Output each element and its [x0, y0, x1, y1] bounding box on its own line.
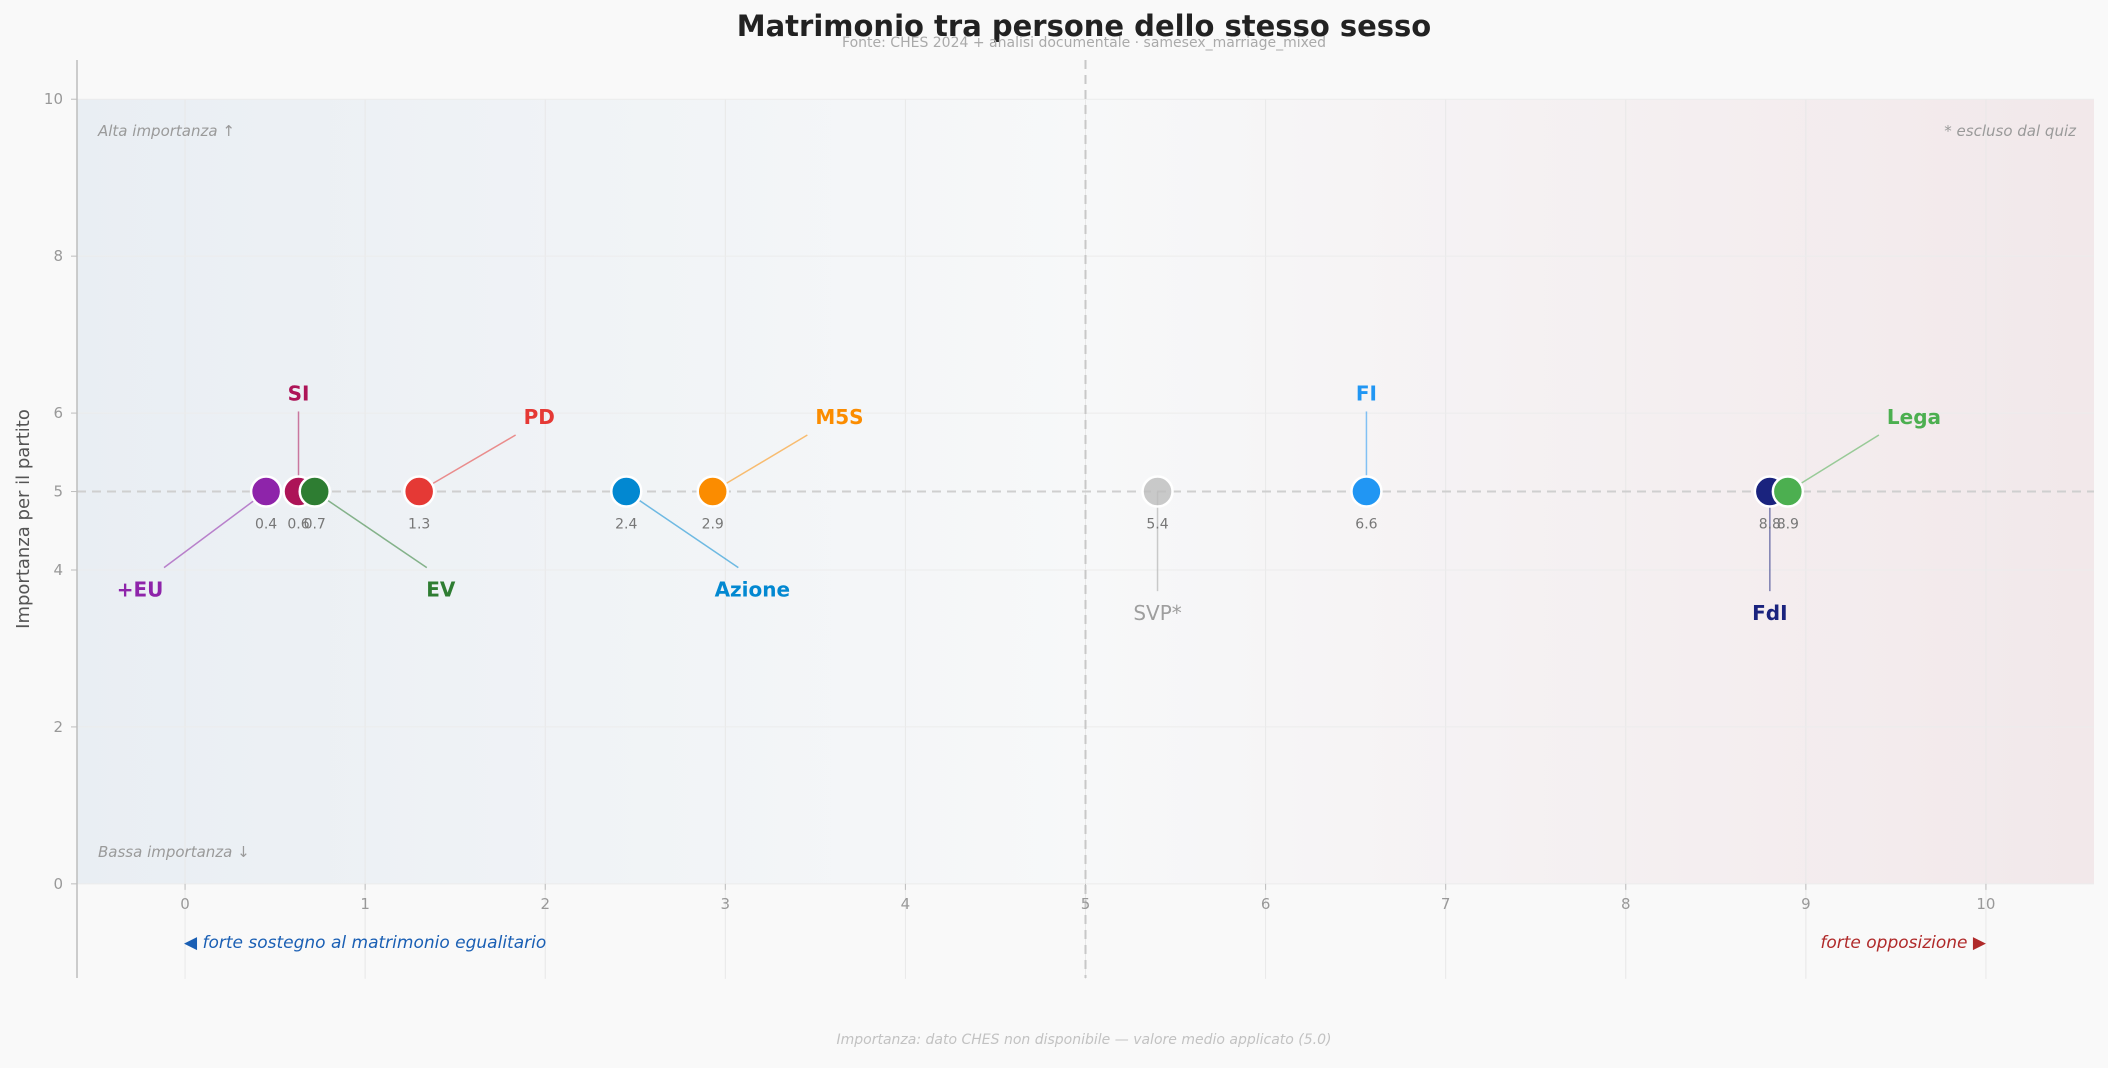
y-axis-label: Importanza per il partito [13, 409, 34, 629]
leader-line-pd [418, 434, 517, 493]
y-tick-label: 4 [53, 561, 63, 579]
data-points [249, 475, 1805, 508]
party-label-lega: Lega [1887, 405, 1941, 429]
x-tick-label: 0 [180, 895, 190, 913]
party-label-fdi: FdI [1752, 601, 1787, 625]
x-tick-label: 4 [901, 895, 911, 913]
x-tick-label: 1 [360, 895, 370, 913]
leader-line-ms [712, 434, 808, 493]
corner-label-bottom-left: Bassa importanza ↓ [98, 843, 250, 861]
party-label-fi: FI [1356, 381, 1377, 405]
x-tick-label: 10 [1976, 895, 1995, 913]
corner-label-top-left: Alta importanza ↑ [97, 122, 235, 140]
leader-lines [163, 411, 1880, 592]
x-tick-label: 2 [540, 895, 550, 913]
value-label-ms: 2.9 [702, 517, 724, 533]
x-tick-label: 9 [1801, 895, 1811, 913]
party-label-ms: M5S [815, 405, 863, 429]
point-azione [610, 475, 643, 508]
party-label-si: SI [288, 381, 310, 405]
value-label-pd: 1.3 [408, 517, 430, 533]
y-tick-label: 8 [53, 247, 63, 265]
leader-line-eu [163, 490, 267, 569]
point-eu [249, 475, 283, 508]
x-tick-label: 3 [721, 895, 731, 913]
value-label-fdi: 8.8 [1759, 517, 1781, 533]
point-pd [402, 475, 436, 508]
corner-label-top-right: * escluso dal quiz [1944, 122, 2077, 140]
value-label-svp: 5.4 [1146, 517, 1168, 533]
leader-line-ev [314, 490, 428, 569]
y-tick-label: 2 [53, 718, 63, 736]
y-tick-label: 0 [53, 875, 63, 893]
x-tick-label: 7 [1441, 895, 1451, 913]
y-tick-label: 6 [53, 404, 63, 422]
value-label-fi: 6.6 [1355, 517, 1377, 533]
direction-label-right: forte opposizione ▶ [1820, 933, 1987, 953]
leader-line-azione [625, 490, 739, 569]
party-label-ev: EV [426, 578, 456, 602]
chart-footnote: Importanza: dato CHES non disponibile — … [837, 1032, 1332, 1048]
point-lega [1771, 475, 1805, 508]
y-tick-label: 5 [53, 483, 63, 501]
chart-title: Matrimonio tra persone dello stesso sess… [737, 9, 1431, 43]
party-label-pd: PD [524, 405, 555, 429]
value-label-eu: 0.4 [255, 517, 277, 533]
party-label-eu: +EU [117, 578, 164, 602]
value-label-azione: 2.4 [615, 517, 637, 533]
point-ms [696, 475, 729, 508]
chart-subtitle: Fonte: CHES 2024 + analisi documentale ·… [842, 35, 1326, 51]
value-label-ev: 0.7 [304, 517, 326, 533]
point-ev [298, 475, 331, 508]
point-fi [1350, 475, 1383, 508]
party-label-azione: Azione [715, 578, 791, 602]
x-tick-label: 5 [1081, 895, 1091, 913]
x-tick-label: 8 [1621, 895, 1631, 913]
party-label-svp: SVP* [1133, 601, 1181, 625]
leader-line-lega [1787, 434, 1880, 493]
point-labels: 0.4 +EU 0.6 SI 0.7 EV 1.3 PD 2.4 Azione 2.9 M5S 5.4 S… [117, 381, 1941, 625]
value-label-si: 0.6 [287, 517, 309, 533]
x-tick-label: 6 [1261, 895, 1271, 913]
point-svp [1141, 475, 1174, 508]
direction-label-left: ◀ forte sostegno al matrimonio egualitar… [184, 933, 546, 953]
value-label-lega: 8.9 [1777, 517, 1799, 533]
y-tick-label: 10 [44, 90, 63, 108]
